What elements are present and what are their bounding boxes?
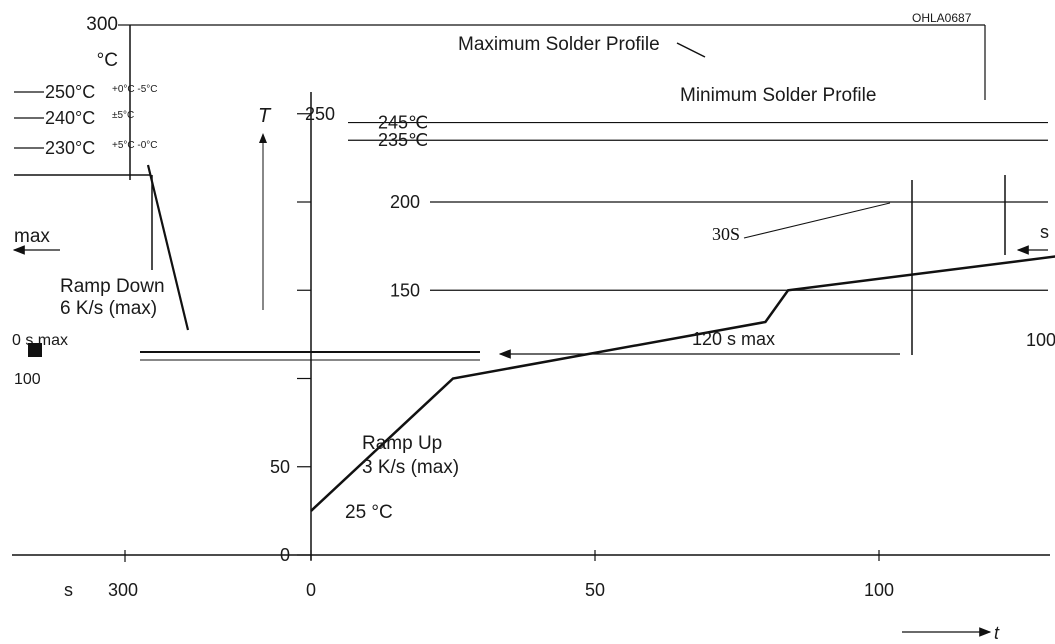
y-axis-label: T xyxy=(258,105,272,127)
reference-line-label: 200 xyxy=(390,192,420,212)
left-x-unit: s xyxy=(64,580,73,600)
y-tick-label: 50 xyxy=(270,457,290,477)
dwell-left-label: max xyxy=(14,226,50,247)
series-group xyxy=(310,255,1055,512)
reference-line-label: 245℃ xyxy=(378,113,428,133)
hold-label-leader xyxy=(743,202,891,239)
y-ticks: 0 50 250 xyxy=(270,104,335,565)
reference-line-label: 235℃ xyxy=(378,130,428,150)
left-temp-label: °C xyxy=(97,50,118,71)
series-label-max-leader xyxy=(676,42,706,58)
ramp-up-label: Ramp Up xyxy=(362,433,442,454)
right-seconds-label: s xyxy=(1040,222,1049,242)
y-tick-label: 0 xyxy=(280,545,290,565)
series-line-min xyxy=(310,255,1055,512)
left-marker-block xyxy=(28,343,42,357)
series-label-min: Minimum Solder Profile xyxy=(680,85,876,106)
ramp-up-rate: 3 K/s (max) xyxy=(362,457,459,478)
x-tick-label: 0 xyxy=(306,580,316,600)
x-tick-label: 50 xyxy=(585,580,605,600)
left-max-label: 0 s max xyxy=(12,332,68,349)
x-axis-label: t xyxy=(994,623,1000,643)
document-code: OHLA0687 xyxy=(912,11,972,25)
left-temp-tolerance: ±5°C xyxy=(112,110,134,121)
left-temp-label: 240°C xyxy=(45,108,95,128)
x-ticks: 050100150200250 xyxy=(306,550,894,600)
left-temp-label: 300 xyxy=(86,14,118,35)
right-number-label: 100 xyxy=(1026,330,1055,350)
series-label-max: Maximum Solder Profile xyxy=(458,34,660,55)
left-number-label: 100 xyxy=(14,371,41,388)
left-temp-tolerance: +0°C -5°C xyxy=(112,84,158,95)
reference-line-label: 150 xyxy=(390,280,420,300)
hold-time-label: 30S xyxy=(712,224,740,244)
start-temp-label: 25 °C xyxy=(345,502,393,523)
left-temp-tolerance: +5°C -0°C xyxy=(112,140,158,151)
y-tick-label: 250 xyxy=(305,104,335,124)
ramp-down-rate: 6 K/s (max) xyxy=(60,298,157,319)
preheat-time-label: 120 s max xyxy=(692,329,775,349)
x-tick-label: 100 xyxy=(864,580,894,600)
left-x-tick-label: 300 xyxy=(108,580,138,600)
left-temp-label: 250°C xyxy=(45,82,95,102)
ramp-down-label: Ramp Down xyxy=(60,276,165,297)
ramp-down-line xyxy=(146,164,190,331)
left-temp-label: 230°C xyxy=(45,138,95,158)
